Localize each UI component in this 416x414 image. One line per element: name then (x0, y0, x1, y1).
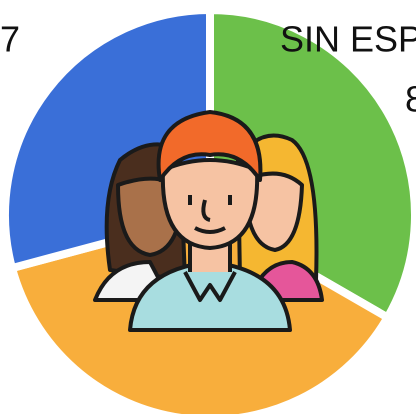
slice-label: SIN ESPE (280, 19, 416, 60)
value-label: 7 (0, 19, 20, 60)
value-label: 8 (405, 79, 416, 120)
page: {"chart_data": {"type": "pie", "categori… (0, 0, 416, 414)
chart: SIN ESPE 8 7 (0, 0, 416, 414)
